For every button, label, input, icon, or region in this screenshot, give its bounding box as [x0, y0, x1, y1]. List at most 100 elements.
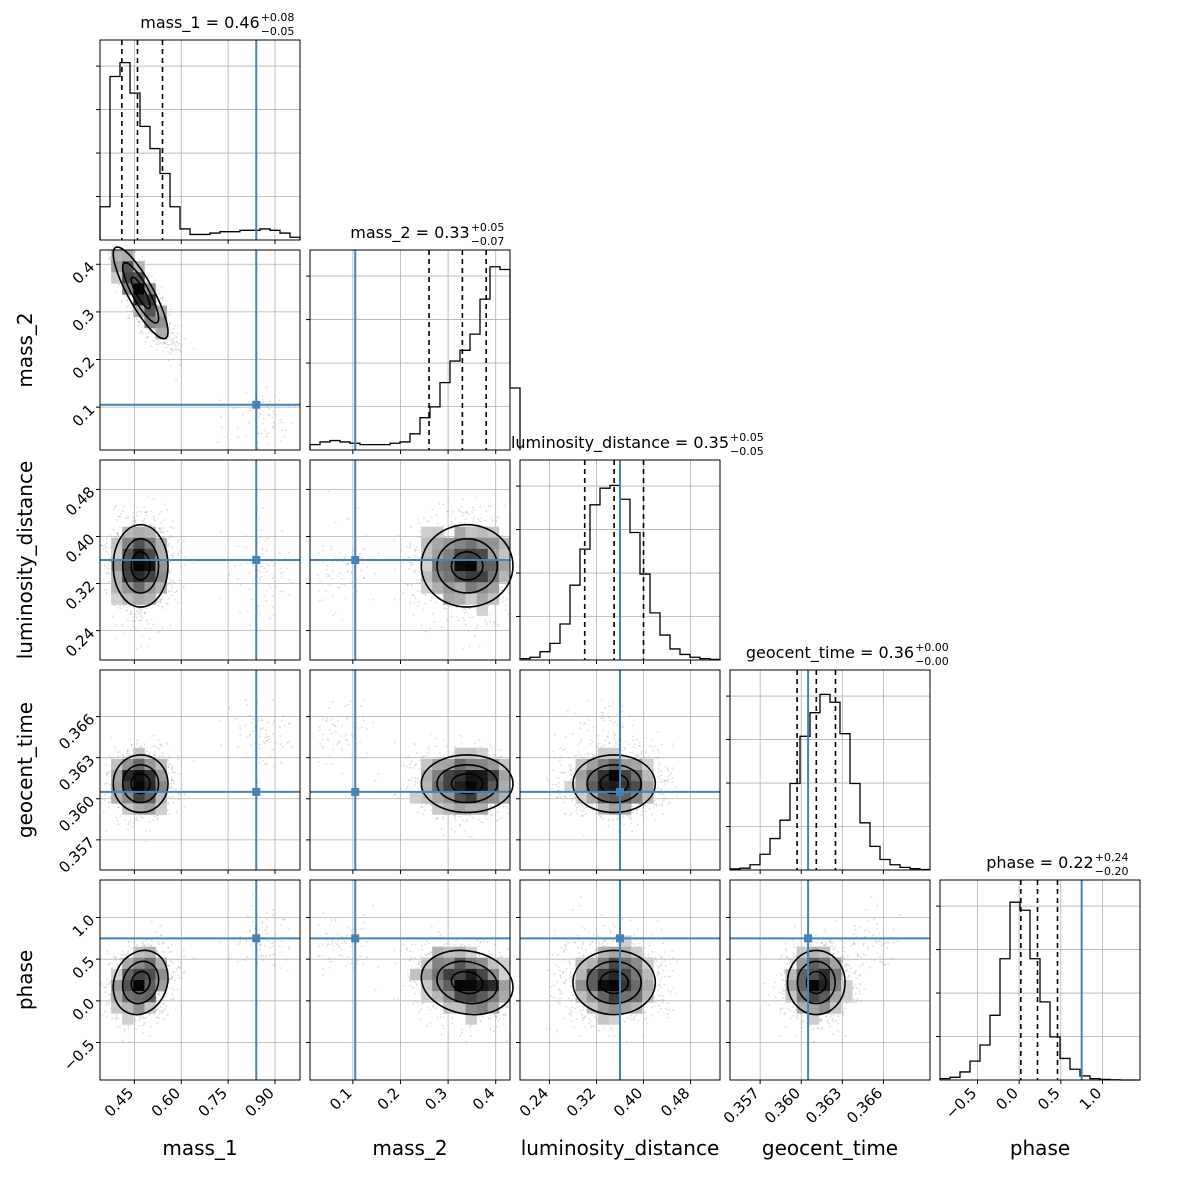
sample-point — [249, 624, 251, 627]
sample-point — [478, 520, 481, 523]
y-axis-label-luminosity_distance: luminosity_distance — [13, 461, 37, 660]
sample-point — [108, 806, 110, 809]
sample-point — [117, 515, 120, 518]
sample-point — [181, 344, 183, 347]
sample-point — [152, 754, 155, 756]
sample-point — [446, 510, 449, 513]
sample-point — [122, 505, 125, 507]
sample-point — [102, 810, 105, 813]
sample-point — [162, 342, 165, 344]
y-tick-label: 0.32 — [62, 577, 98, 613]
sample-point — [167, 582, 169, 585]
sample-point — [144, 280, 147, 283]
sample-point — [272, 410, 274, 413]
sample-point — [461, 521, 463, 524]
sample-point — [149, 627, 152, 630]
sample-point — [505, 604, 508, 607]
sample-point — [345, 518, 348, 521]
sample-point — [108, 258, 111, 261]
sample-point — [168, 571, 171, 573]
sample-point — [488, 505, 491, 507]
sample-point — [115, 504, 117, 507]
sample-point — [431, 516, 433, 519]
density-cell — [155, 305, 167, 317]
sample-point — [159, 527, 162, 530]
sample-point — [181, 784, 183, 787]
sample-point — [268, 738, 270, 741]
sample-point — [280, 575, 283, 577]
sample-point — [175, 811, 178, 814]
sample-point — [328, 574, 330, 576]
sample-point — [450, 615, 453, 618]
sample-point — [414, 597, 417, 599]
sample-point — [177, 601, 180, 604]
sample-point — [118, 284, 120, 286]
sample-point — [435, 601, 437, 604]
sample-point — [159, 297, 161, 300]
sample-point — [183, 586, 185, 588]
sample-point — [500, 534, 503, 537]
sample-point — [464, 518, 467, 521]
sample-point — [244, 546, 247, 549]
sample-point — [497, 517, 500, 519]
sample-point — [168, 336, 171, 339]
sample-point — [158, 290, 161, 293]
sample-point — [412, 570, 414, 572]
sample-point — [152, 340, 155, 342]
density-cell — [144, 526, 156, 539]
sample-point — [504, 583, 507, 586]
sample-point — [148, 638, 151, 640]
sample-point — [407, 556, 410, 559]
sample-point — [130, 306, 133, 309]
sample-point — [252, 718, 255, 720]
density-cell — [465, 560, 477, 572]
sample-point — [360, 569, 362, 572]
sample-point — [268, 583, 270, 586]
sample-point — [170, 526, 172, 529]
sample-point — [257, 568, 260, 571]
sample-point — [438, 502, 441, 505]
sample-point — [410, 562, 413, 564]
sample-point — [269, 617, 271, 620]
sample-point — [272, 425, 275, 428]
sample-point — [160, 605, 163, 608]
sample-point — [100, 802, 103, 804]
sample-point — [415, 579, 418, 581]
sample-point — [280, 421, 283, 424]
sample-point — [410, 584, 413, 586]
sample-point — [143, 743, 146, 746]
sample-point — [169, 322, 172, 325]
sample-point — [394, 568, 397, 571]
sample-point — [279, 418, 282, 421]
sample-point — [168, 314, 171, 317]
sample-point — [467, 629, 470, 632]
sample-point — [170, 348, 172, 351]
sample-point — [356, 590, 358, 593]
sample-point — [171, 342, 173, 345]
sample-point — [272, 595, 275, 598]
sample-point — [171, 350, 174, 353]
sample-point — [409, 546, 412, 549]
sample-point — [326, 576, 328, 578]
sample-point — [414, 571, 416, 574]
sample-point — [339, 572, 342, 575]
sample-point — [261, 422, 264, 425]
sample-point — [465, 510, 468, 513]
sample-point — [144, 840, 147, 843]
sample-point — [418, 580, 420, 582]
sample-point — [177, 541, 179, 544]
sample-point — [274, 413, 277, 416]
sample-point — [171, 546, 173, 549]
sample-point — [172, 331, 175, 334]
sample-point — [135, 743, 138, 745]
sample-point — [248, 588, 251, 591]
sample-point — [219, 597, 221, 600]
sample-point — [117, 607, 119, 609]
sample-point — [279, 743, 282, 745]
sample-point — [362, 562, 365, 564]
sample-point — [129, 610, 132, 613]
sample-point — [152, 523, 155, 526]
sample-point — [418, 600, 420, 603]
sample-point — [170, 786, 173, 788]
